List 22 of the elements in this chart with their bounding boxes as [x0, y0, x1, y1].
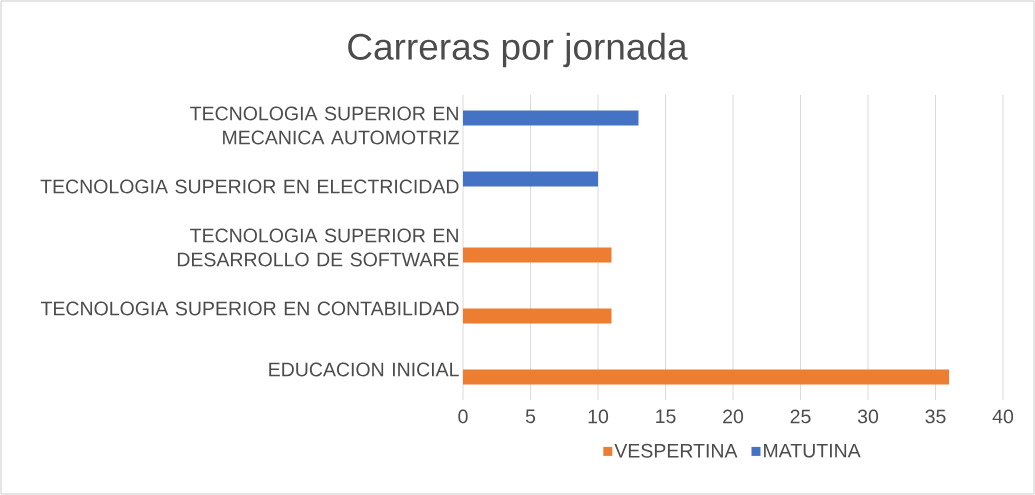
y-tick-label: EDUCACION INICIAL — [269, 362, 459, 377]
x-tick-label: 5 — [525, 409, 536, 424]
x-tick-label: 15 — [656, 409, 676, 424]
bar — [463, 369, 949, 385]
x-tick-label: 25 — [790, 409, 811, 424]
bar — [463, 247, 612, 263]
x-tick-label: 35 — [925, 409, 946, 424]
y-tick-label: TECNOLOGIA SUPERIOR EN CONTABILIDAD — [40, 301, 459, 316]
x-tick-label: 10 — [588, 409, 609, 424]
bar — [463, 110, 639, 126]
bar — [463, 171, 598, 187]
y-tick-label: TECNOLOGIA SUPERIOR EN DESARROLLO DE SOFTWARE — [177, 228, 459, 267]
y-tick-label: TECNOLOGIA SUPERIOR EN ELECTRICIDAD — [40, 179, 459, 194]
legend-label: MATUTINA — [764, 443, 861, 458]
x-tick-label: 40 — [992, 409, 1014, 424]
legend-label: VESPERTINA — [614, 443, 738, 458]
y-tick-label: TECNOLOGIA SUPERIOR EN MECANICA AUTOMOTRIZ — [190, 106, 459, 145]
chart-title: Carreras por jornada — [348, 32, 688, 68]
x-tick-label: 0 — [458, 409, 468, 424]
bar — [463, 308, 612, 324]
x-tick-label: 30 — [857, 409, 879, 424]
x-tick-label: 20 — [723, 409, 744, 424]
